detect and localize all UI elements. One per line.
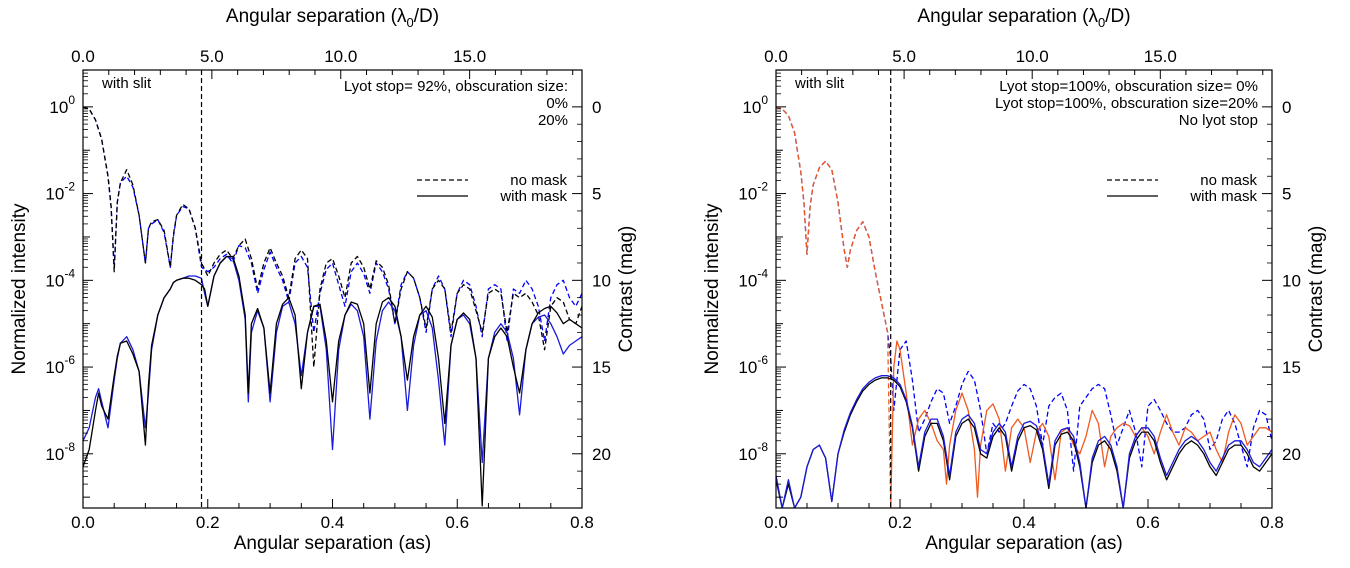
- legend-label: no mask: [510, 172, 567, 189]
- legend-label: with mask: [1189, 188, 1257, 205]
- top-tick-label: 5.0: [200, 47, 224, 66]
- top-axis-label: Angular separation (λ0/D): [917, 6, 1130, 30]
- annotation-line: Lyot stop=100%, obscuration size=20%: [995, 95, 1258, 112]
- top-tick-label: 0.0: [764, 47, 788, 66]
- y-tick-label: 100: [49, 93, 75, 117]
- top-axis-label-main: Angular separation (λ: [226, 6, 407, 27]
- annotation-line: Lyot stop=100%, obscuration size= 0%: [999, 78, 1258, 95]
- x-tick-label: 0.4: [1012, 513, 1036, 532]
- y-tick-base: 10: [738, 445, 757, 464]
- annotation-line: 20%: [538, 112, 568, 129]
- y-axis-label: Normalized intensity: [9, 203, 30, 375]
- top-axis-label: Angular separation (λ0/D): [226, 6, 439, 30]
- y-tick-label: 10-8: [45, 440, 75, 464]
- x-tick-label: 0.2: [888, 513, 912, 532]
- y-tick-exp: -2: [757, 180, 768, 194]
- series-line-2: [83, 255, 582, 464]
- y-tick-base: 10: [45, 185, 64, 204]
- x-tick-label: 0.4: [321, 513, 345, 532]
- annotation-line: Lyot stop= 92%, obscuration size:: [344, 78, 568, 95]
- x-tick-label: 0.0: [71, 513, 95, 532]
- y-tick-exp: -4: [757, 266, 768, 280]
- y-tick-base: 10: [45, 445, 64, 464]
- left-panel: 0.0 0.2 0.4 0.6 0.80.0 5.0 10.0 15.010010-210-4…: [9, 6, 637, 554]
- top-tick-label: 10.0: [1016, 47, 1049, 66]
- right-tick-label: 15: [592, 358, 611, 377]
- y-tick-exp: -8: [757, 440, 768, 454]
- top-axis-label-end: /D): [1105, 6, 1130, 27]
- y-tick-base: 10: [49, 98, 68, 117]
- right-tick-label: 20: [1282, 445, 1301, 464]
- top-tick-label: 0.0: [71, 47, 95, 66]
- series-line-4: [776, 375, 1272, 508]
- y-tick-label: 10-4: [738, 266, 768, 290]
- annotation-line: 0%: [546, 95, 568, 112]
- right-tick-label: 0: [1282, 98, 1291, 117]
- y-right-axis-label: Contrast (mag): [616, 226, 637, 353]
- y-tick-exp: -8: [64, 440, 75, 454]
- y-tick-label: 100: [742, 93, 768, 117]
- y-tick-label: 10-6: [45, 353, 75, 377]
- series-group: [776, 106, 1272, 508]
- y-tick-base: 10: [738, 358, 757, 377]
- x-tick-label: 0.6: [445, 513, 469, 532]
- y-tick-exp: -4: [64, 266, 75, 280]
- series-group: [83, 106, 582, 507]
- y-tick-exp: -2: [64, 180, 75, 194]
- y-tick-base: 10: [742, 98, 761, 117]
- y-tick-exp: 0: [761, 93, 768, 107]
- top-tick-label: 15.0: [1144, 47, 1177, 66]
- y-tick-label: 10-6: [738, 353, 768, 377]
- x-tick-label: 0.0: [764, 513, 788, 532]
- right-tick-label: 5: [592, 185, 601, 204]
- y-tick-base: 10: [738, 185, 757, 204]
- legend-label: with mask: [499, 188, 567, 205]
- right-tick-label: 0: [592, 98, 601, 117]
- right-tick-label: 20: [592, 445, 611, 464]
- y-tick-exp: -6: [757, 353, 768, 367]
- y-tick-base: 10: [738, 271, 757, 290]
- x-axis-label: Angular separation (as): [925, 533, 1123, 554]
- top-axis-label-end: /D): [414, 6, 439, 27]
- plot-frame: [775, 69, 1273, 509]
- series-line-1: [83, 106, 582, 368]
- right-tick-label: 10: [592, 271, 611, 290]
- x-tick-label: 0.8: [570, 513, 594, 532]
- right-tick-label: 5: [1282, 185, 1291, 204]
- y-tick-label: 10-2: [738, 180, 768, 204]
- right-panel: 0.0 0.2 0.4 0.6 0.80.0 5.0 10.0 15.010010-210-4…: [702, 6, 1327, 554]
- y-tick-base: 10: [45, 358, 64, 377]
- y-tick-label: 10-2: [45, 180, 75, 204]
- series-line-2: [890, 340, 1272, 508]
- y-tick-exp: -6: [64, 353, 75, 367]
- x-axis-label: Angular separation (as): [234, 533, 432, 554]
- series-line-0: [83, 106, 582, 342]
- y-tick-label: 10-4: [45, 266, 75, 290]
- top-tick-label: 15.0: [453, 47, 486, 66]
- y-tick-label: 10-8: [738, 440, 768, 464]
- legend-label: no mask: [1200, 172, 1257, 189]
- series-line-3: [776, 377, 1272, 508]
- slit-label: with slit: [101, 75, 152, 92]
- right-tick-label: 15: [1282, 358, 1301, 377]
- right-tick-label: 10: [1282, 271, 1301, 290]
- top-tick-label: 10.0: [324, 47, 357, 66]
- slit-label: with slit: [794, 75, 845, 92]
- x-tick-label: 0.2: [196, 513, 220, 532]
- series-line-3: [83, 255, 582, 507]
- top-axis-label-sub: 0: [1098, 15, 1105, 30]
- y-right-axis-label: Contrast (mag): [1306, 226, 1327, 353]
- top-axis-label-main: Angular separation (λ: [917, 6, 1098, 27]
- top-axis-label-sub: 0: [407, 15, 414, 30]
- annotation-line: No lyot stop: [1179, 112, 1258, 129]
- y-axis-label: Normalized intensity: [702, 203, 723, 375]
- y-tick-base: 10: [45, 271, 64, 290]
- top-tick-label: 5.0: [892, 47, 916, 66]
- series-line-1: [776, 106, 892, 508]
- x-tick-label: 0.8: [1260, 513, 1284, 532]
- y-tick-exp: 0: [68, 93, 75, 107]
- x-tick-label: 0.6: [1136, 513, 1160, 532]
